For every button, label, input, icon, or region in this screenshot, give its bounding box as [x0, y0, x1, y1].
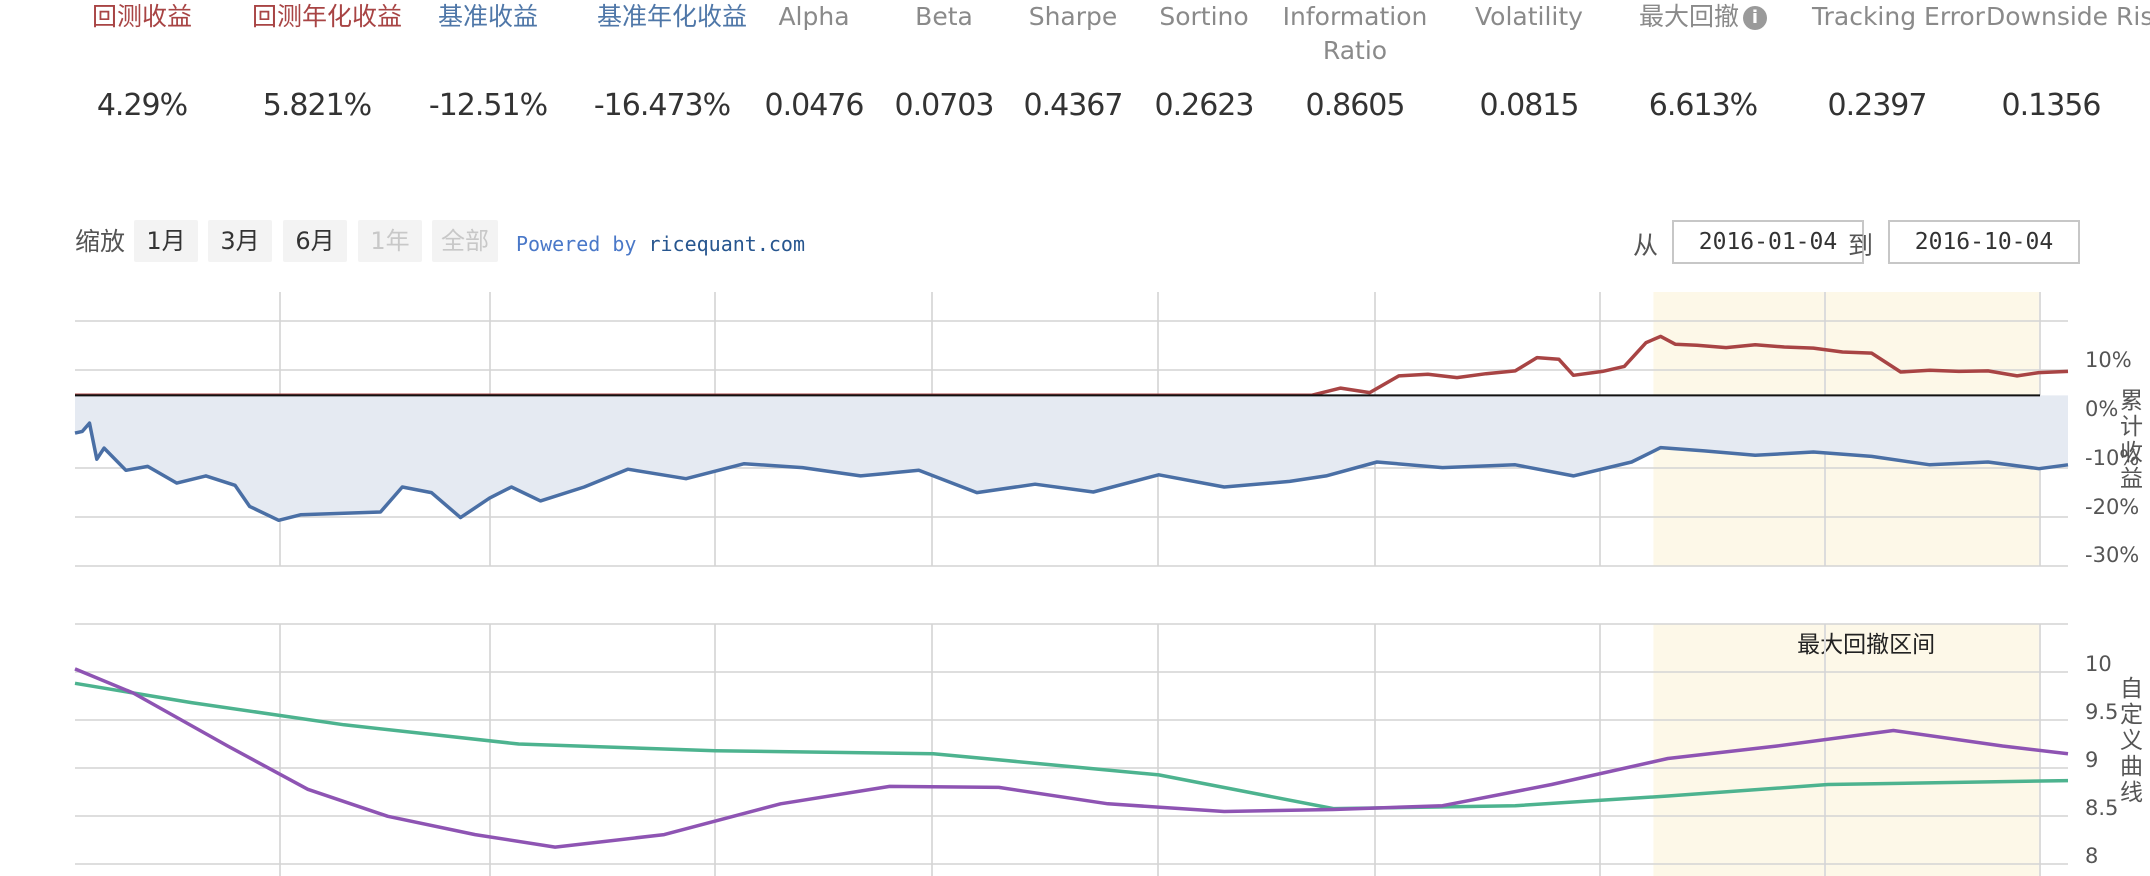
metric-value: 0.0815: [1479, 88, 1580, 123]
metric-benchmark-return: 基准收益 -12.51%: [423, 0, 553, 123]
metric-label: Sharpe: [1028, 2, 1118, 31]
from-date-input[interactable]: [1672, 220, 1864, 264]
metric-value: 0.4367: [1023, 88, 1124, 123]
zoom-1y-button[interactable]: 1年: [358, 220, 422, 262]
metric-value: -12.51%: [428, 88, 548, 123]
metric-label: Downside Risk: [1986, 2, 2150, 31]
metric-label: Alpha: [778, 2, 850, 31]
max-drawdown-band: [1653, 624, 2039, 876]
zoom-6m-button[interactable]: 6月: [283, 220, 347, 262]
zoom-all-button[interactable]: 全部: [432, 220, 498, 262]
y-axis-title-char: 线: [2120, 780, 2143, 806]
y-tick-label: 9.5: [2085, 700, 2118, 724]
metric-sortino: Sortino 0.2623: [1139, 0, 1269, 123]
metric-label: Tracking Error: [1812, 2, 1985, 31]
y-tick-label: 0%: [2085, 397, 2118, 421]
metric-label: 基准年化收益: [597, 2, 748, 31]
y-tick-label: -30%: [2085, 543, 2139, 567]
metric-label: 基准收益: [437, 2, 538, 31]
y-tick-label: -10%: [2085, 446, 2139, 470]
from-label: 从: [1633, 231, 1659, 260]
zoom-3m-button[interactable]: 3月: [208, 220, 272, 262]
metric-label: Beta: [915, 2, 973, 31]
metric-backtest-return: 回测收益 4.29%: [77, 0, 207, 123]
y-axis-title-char: 义: [2120, 728, 2143, 754]
powered-site: ricequant.com: [648, 232, 805, 256]
zoom-1m-button[interactable]: 1月: [134, 220, 198, 262]
metric-label-wrap: 最大回撤 i: [1638, 0, 1768, 34]
metric-value: 4.29%: [96, 88, 188, 123]
to-label: 到: [1848, 231, 1874, 260]
zoom-label: 缩放: [75, 227, 126, 256]
metric-label: 最大回撤: [1638, 2, 1739, 31]
metric-value: 5.821%: [262, 88, 372, 123]
metric-value: 0.0476: [764, 88, 865, 123]
series-line: [74, 681, 2069, 811]
metric-volatility: Volatility 0.0815: [1464, 0, 1594, 123]
band-label: 最大回撤区间: [1797, 632, 1935, 658]
info-icon[interactable]: i: [1743, 6, 1767, 30]
metric-benchmark-annual-return: 基准年化收益 -16.473%: [594, 0, 748, 123]
y-axis-title-char: 累: [2120, 388, 2143, 414]
y-axis-title-char: 益: [2120, 466, 2143, 492]
metric-label: Information Ratio: [1282, 2, 1428, 65]
metric-label: Sortino: [1159, 2, 1249, 31]
metric-value: 0.0703: [894, 88, 995, 123]
y-tick-label: 9: [2085, 748, 2098, 772]
metric-value: -16.473%: [593, 88, 731, 123]
metrics-panel: 回测收益 4.29% 回测年化收益 5.821% 基准收益 -12.51% 基准…: [0, 0, 2150, 140]
metric-max-drawdown: 最大回撤 i 6.613%: [1638, 0, 1768, 123]
y-tick-label: 10%: [2085, 348, 2132, 372]
metric-backtest-annual-return: 回测年化收益 5.821%: [252, 0, 403, 123]
metric-value: 6.613%: [1648, 88, 1758, 123]
y-axis-title-char: 定: [2120, 702, 2143, 728]
metric-beta: Beta 0.0703: [879, 0, 1009, 123]
metric-value: 0.2397: [1827, 88, 1928, 123]
metric-value: 0.1356: [2001, 88, 2102, 123]
range-toolbar: 缩放 1月 3月 6月 1年 全部 Powered by ricequant.c…: [0, 212, 2150, 272]
metric-value: 0.2623: [1154, 88, 1255, 123]
y-axis-title-char: 自: [2120, 676, 2143, 702]
metric-downside-risk: Downside Risk 0.1356: [1986, 0, 2150, 123]
series-line: [74, 421, 2069, 523]
y-tick-label: 8: [2085, 844, 2098, 868]
metric-sharpe: Sharpe 0.4367: [1008, 0, 1138, 123]
powered-by-link[interactable]: Powered by ricequant.com: [516, 232, 805, 256]
y-axis-title-char: 曲: [2120, 754, 2143, 780]
metric-tracking-error: Tracking Error 0.2397: [1812, 0, 1985, 123]
metric-label: Volatility: [1475, 2, 1583, 31]
metric-information-ratio: Information Ratio 0.8605: [1283, 0, 1428, 123]
metric-value: 0.8605: [1305, 88, 1406, 123]
y-tick-label: -20%: [2085, 495, 2139, 519]
to-date-input[interactable]: [1888, 220, 2080, 264]
y-tick-label: 10: [2085, 652, 2112, 676]
powered-prefix: Powered by: [516, 232, 649, 256]
metric-label: 回测年化收益: [252, 2, 403, 31]
y-tick-label: 8.5: [2085, 796, 2118, 820]
y-axis-title-char: 收: [2120, 440, 2143, 466]
metric-alpha: Alpha 0.0476: [749, 0, 879, 123]
y-axis-title-char: 计: [2120, 414, 2143, 440]
metric-label: 回测收益: [91, 2, 192, 31]
